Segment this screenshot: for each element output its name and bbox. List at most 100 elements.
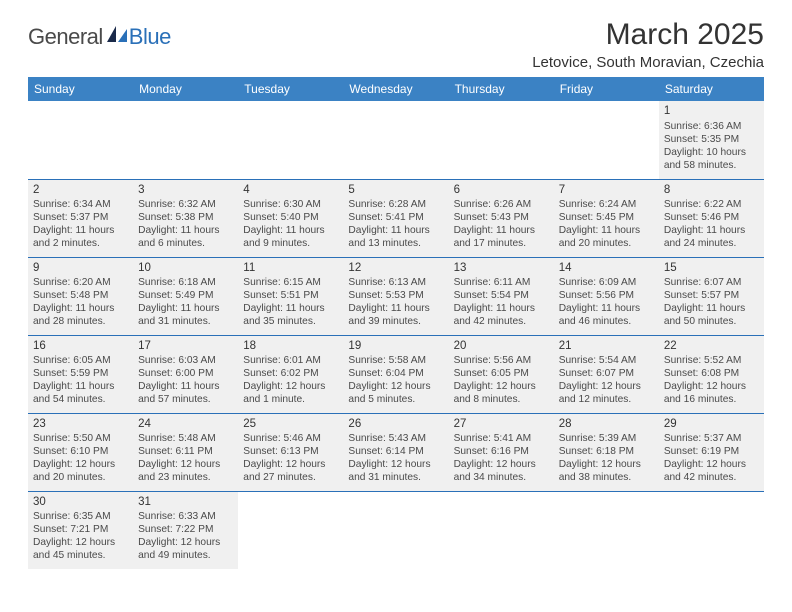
- logo-sail-icon: [107, 26, 127, 42]
- sunrise-text: Sunrise: 6:34 AM: [33, 198, 128, 211]
- day-number: 17: [138, 339, 233, 354]
- sunrise-text: Sunrise: 5:56 AM: [454, 354, 549, 367]
- weekday-header: Friday: [554, 77, 659, 101]
- sunrise-text: Sunrise: 5:54 AM: [559, 354, 654, 367]
- calendar-cell: 9Sunrise: 6:20 AMSunset: 5:48 PMDaylight…: [28, 257, 133, 335]
- sunrise-text: Sunrise: 6:36 AM: [664, 120, 759, 133]
- daylight-text: Daylight: 12 hours and 42 minutes.: [664, 458, 759, 484]
- calendar-cell: 16Sunrise: 6:05 AMSunset: 5:59 PMDayligh…: [28, 335, 133, 413]
- logo-text-general: General: [28, 24, 103, 50]
- daylight-text: Daylight: 11 hours and 54 minutes.: [33, 380, 128, 406]
- sunset-text: Sunset: 5:57 PM: [664, 289, 759, 302]
- daylight-text: Daylight: 11 hours and 50 minutes.: [664, 302, 759, 328]
- calendar-cell: [238, 101, 343, 179]
- month-title: March 2025: [532, 18, 764, 52]
- sunrise-text: Sunrise: 6:26 AM: [454, 198, 549, 211]
- sunset-text: Sunset: 6:10 PM: [33, 445, 128, 458]
- sunrise-text: Sunrise: 6:03 AM: [138, 354, 233, 367]
- day-number: 11: [243, 261, 338, 276]
- sunset-text: Sunset: 5:43 PM: [454, 211, 549, 224]
- sunrise-text: Sunrise: 6:30 AM: [243, 198, 338, 211]
- calendar-row: 23Sunrise: 5:50 AMSunset: 6:10 PM Dayligh…: [28, 413, 764, 491]
- day-number: 23: [33, 417, 128, 432]
- calendar-cell: 28Sunrise: 5:39 AMSunset: 6:18 PMDayligh…: [554, 413, 659, 491]
- sunrise-text: Sunrise: 6:28 AM: [348, 198, 443, 211]
- day-number: 9: [33, 261, 128, 276]
- sunset-text: Sunset: 6:04 PM: [348, 367, 443, 380]
- sunset-text: Sunset: 6:05 PM: [454, 367, 549, 380]
- calendar-row: 16Sunrise: 6:05 AMSunset: 5:59 PMDayligh…: [28, 335, 764, 413]
- daylight-text: Daylight: 12 hours and 45 minutes.: [33, 536, 128, 562]
- logo: General Blue: [28, 24, 171, 50]
- calendar-cell: 27Sunrise: 5:41 AMSunset: 6:16 PMDayligh…: [449, 413, 554, 491]
- calendar-cell: 30Sunrise: 6:35 AMSunset: 7:21 PMDayligh…: [28, 491, 133, 569]
- daylight-text: Daylight: 12 hours and 5 minutes.: [348, 380, 443, 406]
- calendar-cell: 4Sunrise: 6:30 AMSunset: 5:40 PMDaylight…: [238, 179, 343, 257]
- sunset-text: Sunset: 5:54 PM: [454, 289, 549, 302]
- calendar-cell: 19Sunrise: 5:58 AMSunset: 6:04 PMDayligh…: [343, 335, 448, 413]
- calendar-cell: 23Sunrise: 5:50 AMSunset: 6:10 PMDayligh…: [28, 413, 133, 491]
- daylight-text: Daylight: 12 hours and 1 minute.: [243, 380, 338, 406]
- day-number: 2: [33, 183, 128, 198]
- calendar-cell: [449, 101, 554, 179]
- calendar-cell: 14Sunrise: 6:09 AMSunset: 5:56 PMDayligh…: [554, 257, 659, 335]
- sunset-text: Sunset: 6:16 PM: [454, 445, 549, 458]
- sunset-text: Sunset: 6:19 PM: [664, 445, 759, 458]
- sunset-text: Sunset: 5:46 PM: [664, 211, 759, 224]
- calendar-cell: [449, 491, 554, 569]
- sunrise-text: Sunrise: 6:01 AM: [243, 354, 338, 367]
- sunrise-text: Sunrise: 6:24 AM: [559, 198, 654, 211]
- calendar-cell: 20Sunrise: 5:56 AMSunset: 6:05 PMDayligh…: [449, 335, 554, 413]
- header: General Blue March 2025 Letovice, South …: [28, 18, 764, 71]
- sunrise-text: Sunrise: 5:58 AM: [348, 354, 443, 367]
- calendar-cell: 24Sunrise: 5:48 AMSunset: 6:11 PMDayligh…: [133, 413, 238, 491]
- sunrise-text: Sunrise: 6:22 AM: [664, 198, 759, 211]
- calendar-cell: 26Sunrise: 5:43 AMSunset: 6:14 PMDayligh…: [343, 413, 448, 491]
- sunset-text: Sunset: 5:38 PM: [138, 211, 233, 224]
- sunset-text: Sunset: 5:41 PM: [348, 211, 443, 224]
- daylight-text: Daylight: 12 hours and 12 minutes.: [559, 380, 654, 406]
- daylight-text: Daylight: 11 hours and 13 minutes.: [348, 224, 443, 250]
- sunset-text: Sunset: 6:18 PM: [559, 445, 654, 458]
- daylight-text: Daylight: 12 hours and 38 minutes.: [559, 458, 654, 484]
- daylight-text: Daylight: 12 hours and 31 minutes.: [348, 458, 443, 484]
- calendar-cell: 11Sunrise: 6:15 AMSunset: 5:51 PMDayligh…: [238, 257, 343, 335]
- weekday-header-row: Sunday Monday Tuesday Wednesday Thursday…: [28, 77, 764, 101]
- day-number: 5: [348, 183, 443, 198]
- daylight-text: Daylight: 12 hours and 23 minutes.: [138, 458, 233, 484]
- day-number: 4: [243, 183, 338, 198]
- sunrise-text: Sunrise: 6:32 AM: [138, 198, 233, 211]
- day-number: 29: [664, 417, 759, 432]
- day-number: 10: [138, 261, 233, 276]
- calendar-cell: 29Sunrise: 5:37 AMSunset: 6:19 PMDayligh…: [659, 413, 764, 491]
- day-number: 19: [348, 339, 443, 354]
- daylight-text: Daylight: 11 hours and 46 minutes.: [559, 302, 654, 328]
- calendar-cell: 8Sunrise: 6:22 AMSunset: 5:46 PMDaylight…: [659, 179, 764, 257]
- daylight-text: Daylight: 12 hours and 8 minutes.: [454, 380, 549, 406]
- daylight-text: Daylight: 11 hours and 9 minutes.: [243, 224, 338, 250]
- sunset-text: Sunset: 5:53 PM: [348, 289, 443, 302]
- day-number: 30: [33, 495, 128, 510]
- day-number: 14: [559, 261, 654, 276]
- calendar-cell: [133, 101, 238, 179]
- sunset-text: Sunset: 5:35 PM: [664, 133, 759, 146]
- daylight-text: Daylight: 11 hours and 20 minutes.: [559, 224, 654, 250]
- calendar-cell: 2Sunrise: 6:34 AMSunset: 5:37 PMDaylight…: [28, 179, 133, 257]
- calendar-row: 1Sunrise: 6:36 AMSunset: 5:35 PMDaylight…: [28, 101, 764, 179]
- sunrise-text: Sunrise: 5:43 AM: [348, 432, 443, 445]
- sunrise-text: Sunrise: 5:50 AM: [33, 432, 128, 445]
- calendar-cell: 13Sunrise: 6:11 AMSunset: 5:54 PMDayligh…: [449, 257, 554, 335]
- day-number: 20: [454, 339, 549, 354]
- sunrise-text: Sunrise: 5:48 AM: [138, 432, 233, 445]
- daylight-text: Daylight: 11 hours and 24 minutes.: [664, 224, 759, 250]
- sunset-text: Sunset: 6:08 PM: [664, 367, 759, 380]
- day-number: 12: [348, 261, 443, 276]
- weekday-header: Sunday: [28, 77, 133, 101]
- calendar-cell: 3Sunrise: 6:32 AMSunset: 5:38 PMDaylight…: [133, 179, 238, 257]
- sunset-text: Sunset: 5:45 PM: [559, 211, 654, 224]
- calendar-cell: [554, 101, 659, 179]
- sunrise-text: Sunrise: 6:18 AM: [138, 276, 233, 289]
- day-number: 22: [664, 339, 759, 354]
- day-number: 18: [243, 339, 338, 354]
- sunset-text: Sunset: 6:13 PM: [243, 445, 338, 458]
